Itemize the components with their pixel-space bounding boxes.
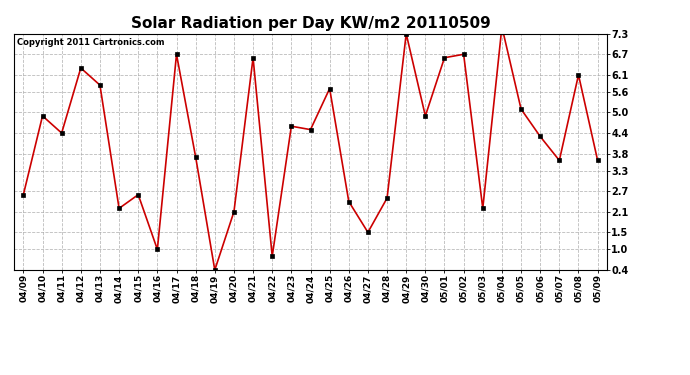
- Text: Copyright 2011 Cartronics.com: Copyright 2011 Cartronics.com: [17, 39, 164, 48]
- Title: Solar Radiation per Day KW/m2 20110509: Solar Radiation per Day KW/m2 20110509: [130, 16, 491, 31]
